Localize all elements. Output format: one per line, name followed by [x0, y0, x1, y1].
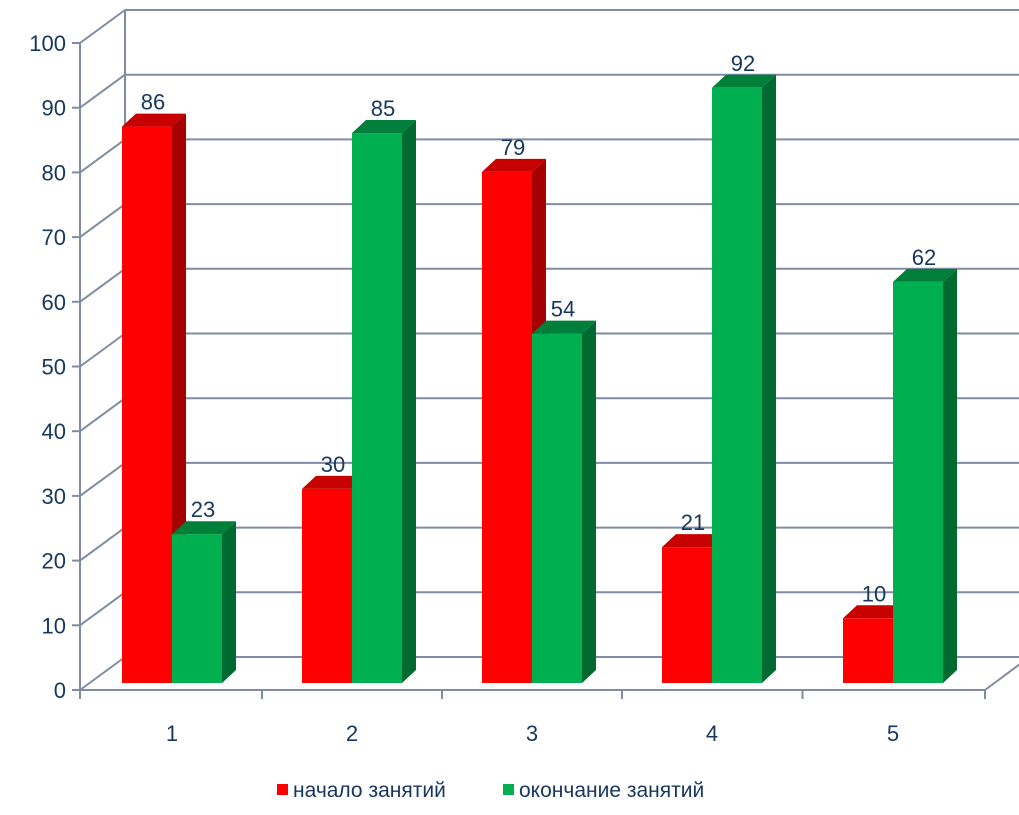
bar-top-face — [352, 120, 416, 134]
bar-top-face — [122, 113, 186, 127]
bar-end-1 — [172, 521, 236, 683]
data-label: 79 — [501, 135, 525, 160]
bar-end-2 — [352, 120, 416, 684]
bar-side-face — [762, 74, 776, 683]
legend-item-end: окончание занятий — [503, 779, 704, 802]
y-tick-label: 90 — [42, 96, 66, 121]
bar-end-5 — [893, 268, 957, 683]
bar-front-face — [172, 534, 222, 683]
data-label: 21 — [681, 510, 705, 535]
bar-front-face — [122, 126, 172, 683]
data-label: 30 — [321, 452, 345, 477]
bar-front-face — [352, 133, 402, 684]
bar-top-face — [532, 320, 596, 334]
side-wall-line-10 — [79, 591, 126, 627]
bar-front-face — [712, 87, 762, 683]
bar-front-face — [843, 618, 893, 683]
bar-side-face — [582, 320, 596, 683]
bar-front-face — [893, 281, 943, 683]
bar-top-face — [893, 268, 957, 282]
bar-front-face — [482, 171, 532, 683]
side-wall-line-0 — [79, 656, 126, 691]
data-label: 54 — [551, 297, 575, 322]
data-label: 62 — [912, 245, 936, 270]
legend-swatch — [503, 784, 514, 795]
side-wall-line-70 — [79, 203, 126, 238]
data-labels: 86 23 30 85 79 54 21 92 10 62 — [141, 51, 936, 607]
y-tick-label: 10 — [42, 613, 66, 638]
side-wall-line-100 — [79, 9, 126, 44]
data-label: 92 — [731, 51, 755, 76]
data-label: 86 — [141, 90, 165, 115]
side-wall-line-90 — [79, 73, 126, 109]
data-label: 85 — [371, 96, 395, 121]
side-wall-line-80 — [79, 138, 126, 174]
legend-swatch — [277, 784, 288, 795]
bar-top-face — [662, 534, 726, 548]
side-wall-line-20 — [79, 526, 126, 562]
y-tick-label: 80 — [42, 160, 66, 185]
data-label: 23 — [191, 497, 215, 522]
bar-front-face — [662, 547, 712, 683]
bar-front-face — [532, 333, 582, 683]
legend-label: начало занятий — [293, 779, 446, 802]
y-tick-label: 50 — [42, 355, 66, 380]
bar-top-face — [172, 521, 236, 535]
x-tick-label: 3 — [526, 721, 538, 746]
bar-top-face — [843, 605, 907, 619]
y-tick-label: 0 — [54, 678, 66, 703]
data-label: 10 — [862, 581, 886, 606]
y-tick-label: 30 — [42, 484, 66, 509]
bars — [122, 74, 957, 684]
side-wall-line-40 — [79, 397, 126, 433]
side-wall-line-50 — [79, 332, 126, 368]
legend-label: окончание занятий — [519, 779, 704, 802]
legend: начало занятий окончание занятий — [277, 779, 704, 802]
side-wall-line-60 — [79, 267, 126, 303]
y-tick-label: 60 — [42, 290, 66, 315]
y-tick-label: 20 — [42, 549, 66, 574]
bar-top-face — [482, 158, 546, 172]
y-tick-label: 100 — [29, 31, 66, 56]
side-wall-line-30 — [79, 462, 126, 497]
floor-right-edge — [984, 663, 1019, 691]
bar-end-3 — [532, 320, 596, 683]
x-tick-label: 5 — [887, 721, 899, 746]
x-tick-label: 2 — [346, 721, 358, 746]
y-tick-label: 70 — [42, 225, 66, 250]
legend-item-start: начало занятий — [277, 779, 446, 802]
bar-end-4 — [712, 74, 776, 683]
x-tick-label: 4 — [706, 721, 718, 746]
y-tick-label: 40 — [42, 419, 66, 444]
bar-side-face — [222, 521, 236, 683]
bar-top-face — [302, 475, 366, 489]
x-tick-label: 1 — [166, 721, 178, 746]
bar-front-face — [302, 488, 352, 683]
bar-side-face — [402, 120, 416, 684]
bar-side-face — [943, 268, 957, 683]
bar-top-face — [712, 74, 776, 88]
